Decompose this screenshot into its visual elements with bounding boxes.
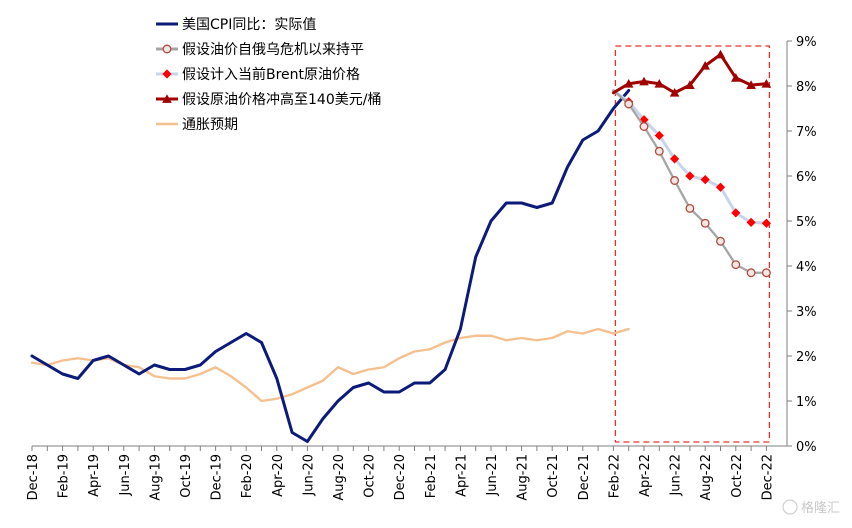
x-tick-label: Dec-22 (760, 454, 775, 500)
x-tick-label: Aug-19 (148, 454, 163, 501)
data-point (639, 115, 649, 125)
data-point (654, 146, 664, 156)
highlight-dashed-box (614, 45, 771, 443)
y-tick-label: 9% (796, 35, 817, 50)
data-point (669, 87, 680, 97)
x-tick-label: Oct-21 (546, 454, 561, 498)
watermark-layer: 格隆汇 (782, 499, 840, 516)
data-point (746, 268, 756, 278)
y-tick-label: 4% (796, 260, 817, 275)
legend-label: 假设油价自俄乌危机以来持平 (182, 42, 364, 58)
x-tick-label: Jun-21 (485, 454, 500, 497)
x-tick-label: Feb-19 (57, 454, 72, 498)
x-tick-label: Jun-20 (301, 454, 316, 497)
data-point (623, 78, 634, 88)
x-tick-label: Aug-21 (516, 454, 531, 501)
x-tick-label: Apr-22 (638, 454, 653, 497)
data-point (761, 78, 772, 88)
data-point (716, 236, 725, 246)
legend-label: 美国CPI同比：实际值 (182, 17, 316, 33)
x-tick-label: Feb-21 (424, 454, 439, 498)
x-tick-label: Aug-20 (332, 454, 347, 501)
data-point (715, 49, 726, 59)
y-tick-label: 3% (796, 305, 817, 320)
data-point (761, 268, 771, 278)
y-tick-label: 1% (796, 395, 817, 410)
legend-swatch-marker (162, 69, 172, 79)
y-tick-label: 6% (796, 170, 817, 185)
series-1 (612, 89, 771, 278)
data-point (654, 130, 664, 141)
legend-item: 假设原油价格冲高至140美元/桶 (156, 91, 381, 108)
data-point (639, 122, 649, 131)
data-point (746, 80, 756, 89)
axes-layer: 0% 1% 2% 3% 4% 5% 6% 7% 8% 9% Dec-18 Feb-19 Apr-19 Ju… (26, 35, 817, 501)
watermark-logo-icon (782, 499, 798, 515)
legend-item: 假设油价自俄乌危机以来持平 (156, 42, 364, 58)
x-tick-label: Feb-22 (607, 454, 622, 498)
legend-swatch-marker (162, 94, 172, 103)
data-point (731, 260, 741, 270)
y-tick-label: 2% (796, 350, 817, 365)
x-tick-label: Apr-20 (271, 454, 286, 497)
data-point (685, 171, 695, 181)
data-point (700, 60, 710, 70)
series-4 (30, 327, 630, 403)
x-tick-label: Apr-21 (454, 454, 469, 497)
x-tick-label: Dec-21 (577, 454, 592, 500)
data-point (715, 182, 726, 192)
data-point (639, 76, 649, 86)
data-point (731, 208, 741, 218)
x-tick-label: Jun-19 (118, 454, 133, 497)
y-tick-label: 5% (796, 215, 817, 230)
data-point (685, 203, 695, 213)
series-line (612, 89, 768, 274)
data-point (670, 154, 680, 164)
legend: 美国CPI同比：实际值假设油价自俄乌危机以来持平假设计入当前Brent原油价格假… (156, 17, 381, 133)
legend-item: 假设计入当前Brent原油价格 (156, 66, 360, 83)
data-point (746, 217, 756, 227)
series-3 (611, 49, 772, 97)
x-tick-label: Dec-20 (393, 454, 408, 500)
x-tick-label: Feb-20 (240, 454, 255, 498)
legend-item: 美国CPI同比：实际值 (156, 17, 316, 33)
x-tick-label: Oct-19 (179, 454, 194, 498)
series-2 (611, 89, 771, 228)
series-layer (30, 49, 772, 443)
data-point (654, 78, 665, 88)
x-tick-label: Apr-19 (87, 454, 102, 497)
data-point (624, 99, 634, 109)
x-tick-label: Oct-22 (730, 454, 745, 498)
legend-swatch-marker (162, 44, 172, 54)
data-point (670, 176, 680, 185)
legend-label: 通胀预期 (182, 117, 238, 133)
watermark-text: 格隆汇 (801, 500, 840, 516)
legend-label: 假设原油价格冲高至140美元/桶 (182, 91, 381, 108)
x-tick-label: Oct-20 (363, 454, 378, 498)
series-line (30, 327, 630, 403)
series-0 (30, 89, 631, 443)
y-tick-label: 7% (796, 125, 817, 140)
x-tick-label: Dec-18 (26, 454, 41, 500)
data-point (731, 73, 741, 82)
data-point (761, 218, 771, 228)
legend-item: 通胀预期 (156, 117, 238, 133)
x-tick-label: Dec-19 (210, 454, 225, 500)
series-line (30, 89, 631, 443)
legend-label: 假设计入当前Brent原油价格 (182, 66, 360, 83)
y-tick-label: 8% (796, 80, 817, 95)
y-tick-label: 0% (796, 440, 817, 455)
series-line (611, 89, 768, 225)
highlight-box-layer (614, 45, 771, 443)
data-point (700, 218, 710, 228)
data-point (685, 80, 695, 89)
data-point (700, 175, 710, 185)
x-tick-label: Jun-22 (669, 454, 684, 497)
x-tick-label: Aug-22 (699, 454, 714, 501)
